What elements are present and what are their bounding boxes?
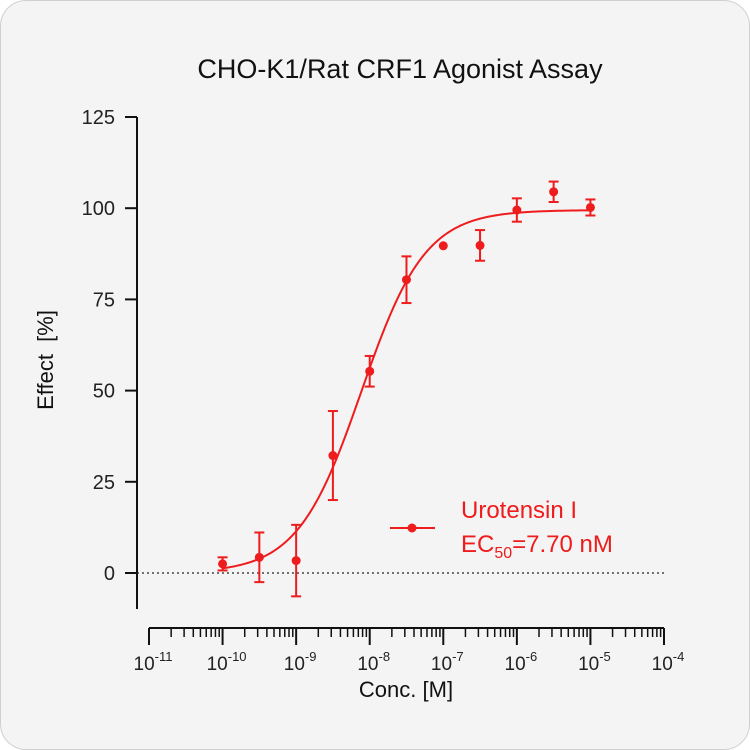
data-point bbox=[327, 410, 338, 502]
data-marker bbox=[218, 559, 228, 569]
data-marker bbox=[401, 275, 411, 285]
legend: Urotensin I EC50=7.70 nM bbox=[390, 497, 613, 562]
data-point bbox=[217, 556, 228, 572]
data-point bbox=[438, 241, 448, 251]
x-tick-label: 10-5 bbox=[578, 649, 611, 675]
data-point bbox=[364, 354, 375, 388]
data-marker bbox=[365, 366, 375, 376]
data-point bbox=[585, 198, 596, 217]
x-tick-label: 10-6 bbox=[505, 649, 538, 675]
data-point bbox=[401, 255, 412, 305]
data-point bbox=[548, 180, 559, 203]
data-marker bbox=[512, 205, 522, 215]
data-point bbox=[475, 229, 486, 262]
x-axis-ticks: 10-11 10-10 10-9 10-8 10-7 10-6 10-5 10-4 bbox=[134, 628, 685, 675]
data-marker bbox=[254, 552, 264, 562]
x-tick-label: 10-4 bbox=[652, 649, 685, 675]
x-tick-label: 10-10 bbox=[207, 649, 247, 675]
legend-series-name: Urotensin I bbox=[461, 497, 577, 524]
x-tick-label: 10-7 bbox=[431, 649, 464, 675]
x-tick-label: 10-11 bbox=[134, 649, 173, 675]
chart-title: CHO-K1/Rat CRF1 Agonist Assay bbox=[197, 54, 603, 84]
legend-marker bbox=[407, 523, 417, 533]
data-marker bbox=[291, 556, 301, 566]
data-marker bbox=[549, 187, 559, 197]
y-tick-label: 50 bbox=[93, 381, 115, 403]
data-points-group bbox=[217, 180, 596, 598]
data-point bbox=[254, 531, 265, 584]
y-axis-ticks: 0 25 50 75 100 125 bbox=[82, 107, 137, 585]
data-marker bbox=[585, 202, 595, 212]
x-tick-label: 10-8 bbox=[357, 649, 390, 675]
x-axis-label: Conc. [M] bbox=[359, 677, 453, 702]
y-axis-label: Effect [%] bbox=[33, 310, 58, 410]
y-tick-label: 75 bbox=[93, 289, 115, 311]
data-marker bbox=[475, 240, 485, 250]
y-tick-label: 100 bbox=[82, 198, 115, 220]
y-tick-label: 25 bbox=[93, 472, 115, 494]
data-marker bbox=[438, 241, 448, 251]
y-tick-label: 0 bbox=[104, 563, 115, 585]
ec50-annotation: EC50=7.70 nM bbox=[461, 531, 613, 562]
ec50-value: =7.70 nM bbox=[512, 531, 613, 558]
ec50-subscript: 50 bbox=[494, 545, 512, 562]
x-tick-label: 10-9 bbox=[284, 649, 317, 675]
data-marker bbox=[328, 451, 338, 461]
ec50-prefix: EC bbox=[461, 531, 494, 558]
data-point bbox=[511, 197, 522, 223]
y-tick-label: 125 bbox=[82, 107, 115, 129]
data-point bbox=[291, 523, 302, 598]
